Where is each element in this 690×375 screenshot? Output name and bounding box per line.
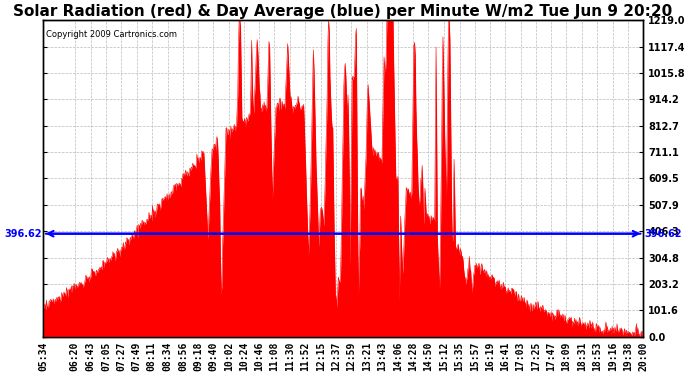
Text: 396.62: 396.62 [644, 229, 682, 239]
Title: Solar Radiation (red) & Day Average (blue) per Minute W/m2 Tue Jun 9 20:20: Solar Radiation (red) & Day Average (blu… [14, 4, 673, 19]
Text: 396.62: 396.62 [4, 229, 41, 239]
Text: Copyright 2009 Cartronics.com: Copyright 2009 Cartronics.com [46, 30, 177, 39]
